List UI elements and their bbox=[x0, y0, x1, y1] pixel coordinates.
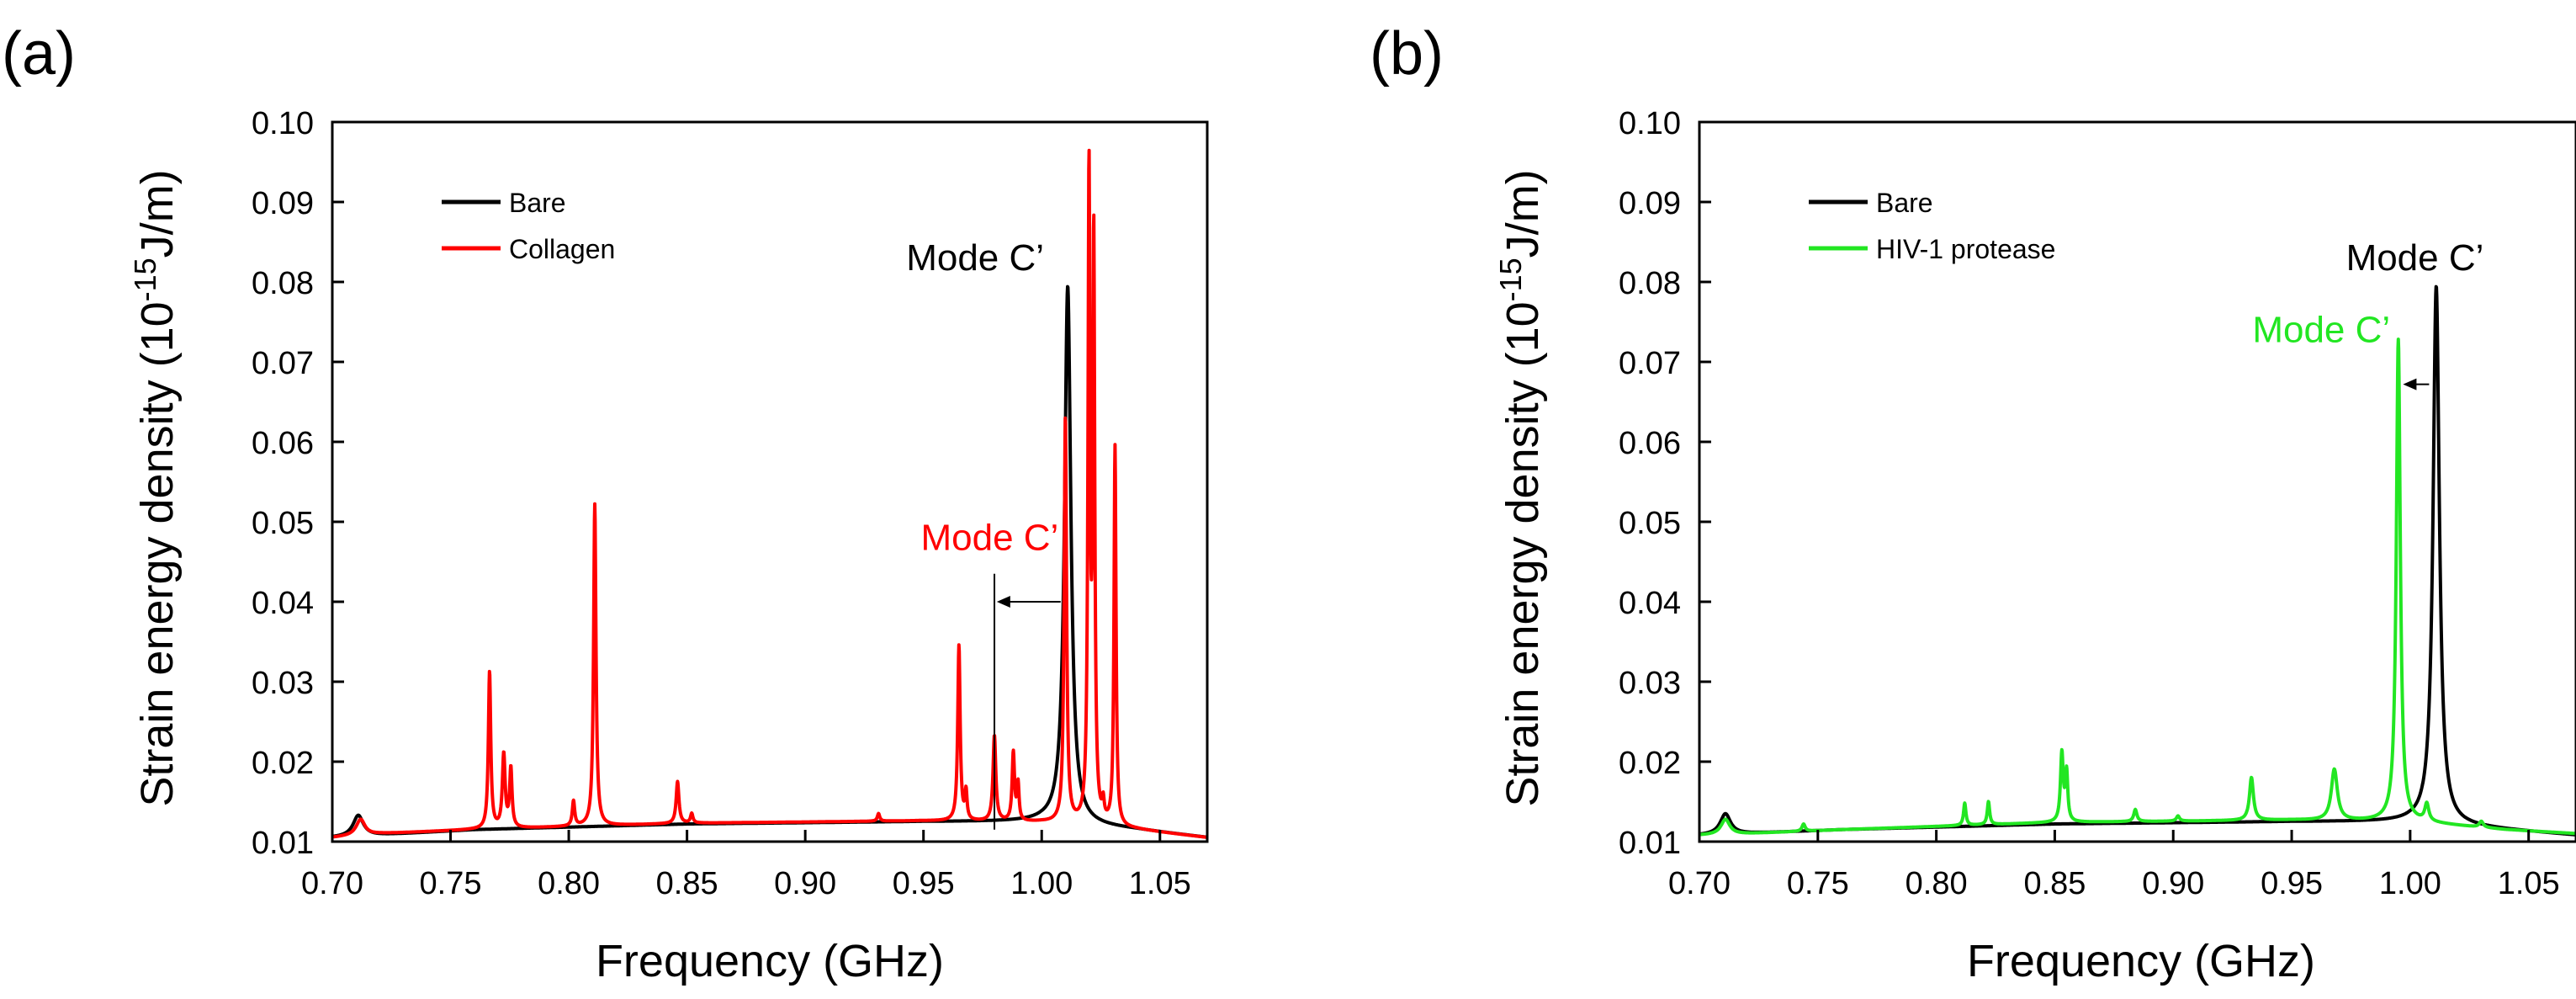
series-line-bare bbox=[1699, 284, 2576, 837]
y-tick-label: 0.04 bbox=[252, 586, 314, 621]
y-axis-title-text: Strain energy density (10-15J/m) bbox=[128, 169, 183, 806]
axes-frame bbox=[331, 120, 1209, 843]
y-tick-label: 0.10 bbox=[252, 106, 314, 141]
panel-label: (b) bbox=[1370, 20, 1444, 88]
y-axis-title: Strain energy density (10-15J/m) bbox=[1493, 169, 1548, 806]
x-axis-title: Frequency (GHz) bbox=[596, 936, 944, 986]
plot-area: 0.70 0.75 0.80 0.85 0.90 0.95 1.00 1.05 0.01 0.02… bbox=[252, 106, 1209, 901]
legend: Bare HIV-1 protease bbox=[1809, 188, 2055, 264]
series-line-hiv-1-protease bbox=[1699, 337, 2576, 837]
y-tick-label: 0.06 bbox=[1619, 426, 1681, 461]
x-tick-label: 1.00 bbox=[2379, 866, 2441, 901]
x-tick-label: 1.00 bbox=[1010, 866, 1073, 901]
y-tick-label: 0.02 bbox=[1619, 746, 1681, 781]
y-tick-label: 0.08 bbox=[252, 266, 314, 301]
y-tick-label: 0.05 bbox=[1619, 506, 1681, 541]
y-tick-label: 0.02 bbox=[252, 746, 314, 781]
y-axis-title-main: Strain energy density (10 bbox=[132, 301, 183, 806]
y-axis-title-exponent: -15 bbox=[1493, 258, 1528, 301]
mode-annotation: Mode C’ bbox=[2346, 237, 2484, 279]
axes-frame bbox=[1698, 120, 2576, 843]
y-axis-title-unit: J/m) bbox=[1497, 169, 1548, 258]
mode-annotation: Mode C’ bbox=[2252, 309, 2390, 350]
y-tick-label: 0.07 bbox=[1619, 346, 1681, 381]
y-tick-label: 0.09 bbox=[1619, 186, 1681, 221]
chart-panel-a: (a) Strain energy density (10-15J/m) Fre… bbox=[2, 20, 1209, 986]
y-axis-title-unit: J/m) bbox=[132, 169, 183, 258]
x-tick-label: 1.05 bbox=[1129, 866, 1191, 901]
shift-arrow-head bbox=[2403, 378, 2417, 391]
x-tick-label: 0.85 bbox=[2023, 866, 2086, 901]
x-tick-label: 1.05 bbox=[2498, 866, 2560, 901]
mode-annotation: Mode C’ bbox=[906, 237, 1044, 279]
y-axis-title: Strain energy density (10-15J/m) bbox=[128, 169, 183, 806]
legend-entry: Collagen bbox=[509, 234, 615, 264]
y-tick-label: 0.07 bbox=[252, 346, 314, 381]
x-tick-label: 0.95 bbox=[2261, 866, 2323, 901]
y-tick-label: 0.01 bbox=[1619, 826, 1681, 861]
legend: Bare Collagen bbox=[442, 188, 615, 264]
x-tick-label: 0.70 bbox=[1668, 866, 1731, 901]
y-tick-label: 0.01 bbox=[252, 826, 314, 861]
x-tick-label: 0.95 bbox=[893, 866, 955, 901]
y-axis-title-exponent: -15 bbox=[128, 258, 162, 301]
x-tick-label: 0.75 bbox=[1787, 866, 1849, 901]
y-tick-label: 0.10 bbox=[1619, 106, 1681, 141]
x-tick-label: 0.90 bbox=[774, 866, 836, 901]
series-line-bare bbox=[332, 284, 1207, 839]
y-tick-label: 0.03 bbox=[252, 666, 314, 701]
plot-area: 0.70 0.75 0.80 0.85 0.90 0.95 1.00 1.05 0.01 0.02… bbox=[1619, 106, 2576, 901]
x-tick-label: 0.75 bbox=[420, 866, 482, 901]
y-tick-label: 0.09 bbox=[252, 186, 314, 221]
y-tick-label: 0.04 bbox=[1619, 586, 1681, 621]
x-tick-label: 0.80 bbox=[1905, 866, 1968, 901]
mode-annotation: Mode C’ bbox=[920, 517, 1058, 558]
series-line-collagen bbox=[332, 148, 1207, 839]
panel-label: (a) bbox=[2, 20, 76, 88]
series-group bbox=[332, 148, 1207, 839]
x-tick-label: 0.90 bbox=[2142, 866, 2204, 901]
shift-arrow-head bbox=[996, 596, 1010, 608]
x-tick-label: 0.85 bbox=[656, 866, 718, 901]
x-tick-label: 0.70 bbox=[301, 866, 363, 901]
y-axis-title-main: Strain energy density (10 bbox=[1497, 301, 1548, 806]
legend-entry: Bare bbox=[1876, 188, 1933, 218]
series-group bbox=[1699, 284, 2576, 837]
y-tick-label: 0.06 bbox=[252, 426, 314, 461]
legend-entry: HIV-1 protease bbox=[1876, 234, 2055, 264]
y-tick-label: 0.03 bbox=[1619, 666, 1681, 701]
x-axis-title: Frequency (GHz) bbox=[1967, 936, 2315, 986]
x-tick-label: 0.80 bbox=[538, 866, 600, 901]
y-axis-title-text: Strain energy density (10-15J/m) bbox=[1493, 169, 1548, 806]
y-tick-label: 0.05 bbox=[252, 506, 314, 541]
chart-panel-b: (b) Strain energy density (10-15J/m) Fre… bbox=[1370, 20, 2576, 986]
y-tick-label: 0.08 bbox=[1619, 266, 1681, 301]
legend-entry: Bare bbox=[509, 188, 566, 218]
